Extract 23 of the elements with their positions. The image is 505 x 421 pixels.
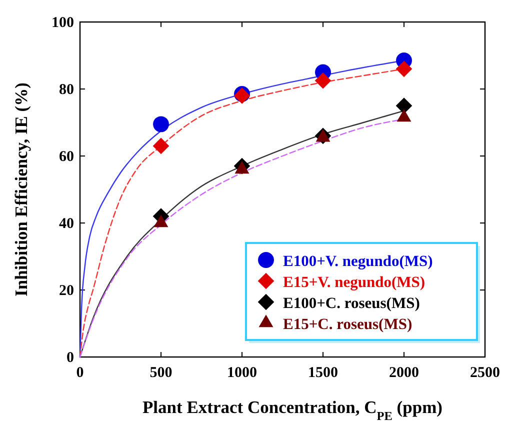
legend-label: E15+C. roseus(MS) <box>283 316 412 333</box>
x-tick-label: 500 <box>150 365 172 381</box>
y-tick-label: 20 <box>59 283 74 299</box>
legend-label: E100+C. roseus(MS) <box>283 295 420 312</box>
point <box>153 116 169 132</box>
legend-label: E100+V. negundo(MS) <box>283 253 433 270</box>
legend-label: E15+V. negundo(MS) <box>283 274 426 291</box>
point <box>314 72 332 89</box>
x-tick-label: 1000 <box>227 365 257 381</box>
point <box>152 138 170 154</box>
y-axis-title: Inhibition Efficiency, IE (%) <box>11 82 31 296</box>
y-tick-label: 40 <box>59 216 74 232</box>
y-tick-label: 60 <box>59 149 74 165</box>
x-axis-title: Plant Extract Concentration, C$_{PE}$ (ppm) <box>142 397 443 421</box>
point <box>396 98 412 114</box>
y-tick-label: 100 <box>52 15 74 31</box>
x-tick-label: 1500 <box>308 365 338 381</box>
point <box>396 60 412 78</box>
y-tick-label: 80 <box>59 82 74 98</box>
x-tick-label: 2500 <box>470 365 500 381</box>
x-tick-label: 2000 <box>389 365 419 381</box>
y-tick-label: 0 <box>66 350 74 366</box>
x-tick-label: 0 <box>76 365 84 381</box>
